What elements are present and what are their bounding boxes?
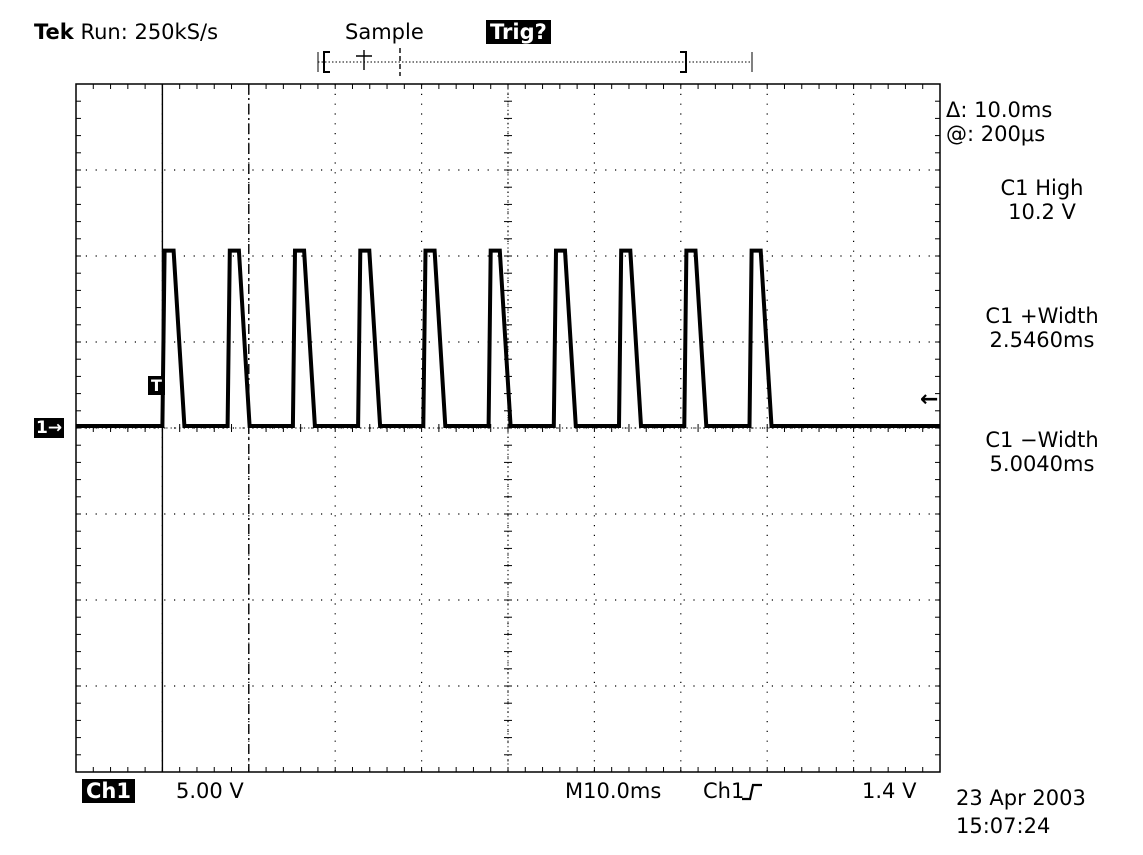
channel-1-waveform xyxy=(76,248,940,428)
measurement-value: 5.0040ms xyxy=(989,452,1095,476)
trigger-level-readout: 1.4 V xyxy=(862,779,917,803)
record-bracket-right xyxy=(680,51,687,73)
volts-per-division: 5.00 V xyxy=(176,779,244,803)
trigger-point-marker xyxy=(356,50,372,70)
timebase-readout: M10.0ms xyxy=(565,779,662,803)
measurement-value: 2.5460ms xyxy=(989,328,1095,352)
measurement-name: C1 +Width xyxy=(985,304,1099,328)
record-view-bar xyxy=(317,48,753,76)
trigger-position-marker: T xyxy=(148,376,165,395)
channel-1-ground-marker: 1→ xyxy=(34,418,65,438)
header-status: Tek Run: 250kS/s xyxy=(34,20,218,44)
measurement-name: C1 −Width xyxy=(985,428,1099,452)
run-status: Run: 250kS/s xyxy=(80,20,219,44)
date-stamp: 23 Apr 2003 xyxy=(956,786,1086,810)
measurement-name: C1 High xyxy=(1000,176,1084,200)
channel-badge: Ch1 xyxy=(82,779,135,803)
cursor-position-readout: @: 200μs xyxy=(946,122,1046,146)
cursor-delta-readout: Δ: 10.0ms xyxy=(946,98,1053,122)
trigger-source: Ch1 xyxy=(703,779,745,803)
measurement-value: 10.2 V xyxy=(1008,200,1076,224)
brand-label: Tek xyxy=(34,20,74,44)
time-stamp: 15:07:24 xyxy=(956,814,1051,838)
record-bracket-left xyxy=(323,51,330,73)
rising-edge-icon xyxy=(742,783,762,801)
acquisition-mode: Sample xyxy=(345,20,424,44)
trigger-status-badge: Trig? xyxy=(486,20,551,44)
trigger-level-arrow-icon: ← xyxy=(920,387,939,412)
